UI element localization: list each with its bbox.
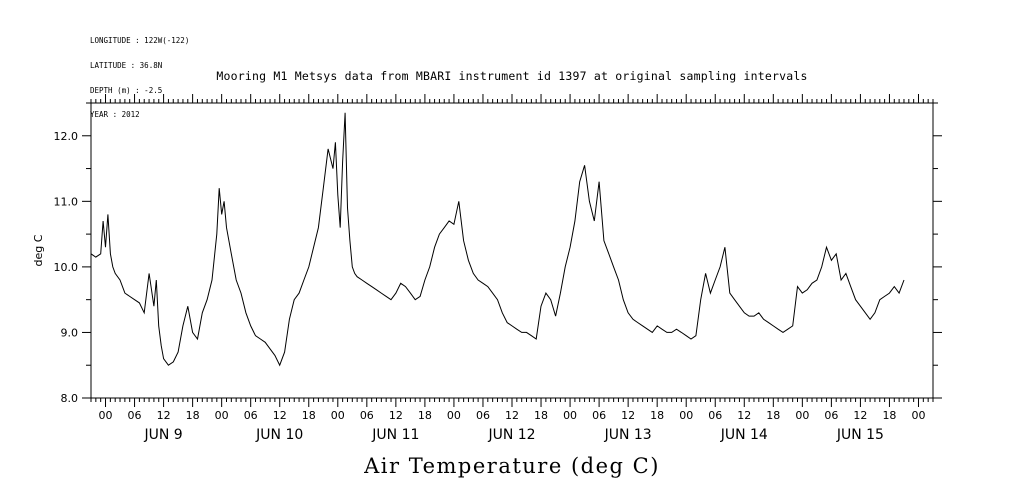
x-tick-label: 12: [853, 409, 867, 422]
x-tick-label: 00: [911, 409, 925, 422]
x-tick-label: 18: [302, 409, 316, 422]
plot-frame: [90, 102, 934, 399]
x-axis-caption: Air Temperature (deg C): [364, 454, 660, 478]
x-tick-label: 06: [708, 409, 722, 422]
x-tick-label: 06: [360, 409, 374, 422]
x-tick-label: 00: [99, 409, 113, 422]
chart-title: Mooring M1 Metsys data from MBARI instru…: [216, 69, 808, 83]
y-tick-label: 9.0: [61, 326, 79, 339]
x-tick-label: 18: [882, 409, 896, 422]
day-label: JUN 11: [371, 427, 419, 443]
metadata-block: LONGITUDE : 122W(-122) LATITUDE : 36.8N …: [90, 21, 189, 128]
day-label: JUN 15: [836, 427, 884, 443]
x-tick-label: 12: [621, 409, 635, 422]
x-tick-label: 12: [273, 409, 287, 422]
x-tick-label: 06: [244, 409, 258, 422]
x-tick-label: 00: [215, 409, 229, 422]
day-label: JUN 9: [143, 427, 182, 443]
x-tick-label: 18: [650, 409, 664, 422]
x-tick-label: 00: [331, 409, 345, 422]
longitude-label: LONGITUDE : 122W(-122): [90, 36, 190, 46]
x-tick-label: 18: [534, 409, 548, 422]
day-label: JUN 10: [255, 427, 303, 443]
day-label: JUN 12: [487, 427, 535, 443]
x-tick-label: 12: [389, 409, 403, 422]
y-tick-label: 12.0: [54, 130, 79, 143]
y-axis-label: deg C: [32, 234, 45, 266]
x-tick-label: 12: [737, 409, 751, 422]
x-tick-label: 18: [418, 409, 432, 422]
x-tick-label: 12: [157, 409, 171, 422]
x-tick-label: 00: [563, 409, 577, 422]
x-tick-label: 06: [128, 409, 142, 422]
day-label: JUN 14: [720, 427, 768, 443]
y-tick-label: 11.0: [54, 195, 79, 208]
x-tick-label: 06: [824, 409, 838, 422]
y-tick-label: 10.0: [54, 261, 79, 274]
x-tick-label: 06: [476, 409, 490, 422]
x-tick-label: 18: [766, 409, 780, 422]
x-tick-label: 00: [447, 409, 461, 422]
x-tick-label: 06: [592, 409, 606, 422]
depth-label: DEPTH (m) : -2.5: [90, 85, 163, 95]
x-tick-label: 12: [505, 409, 519, 422]
x-tick-label: 00: [679, 409, 693, 422]
x-tick-label: 00: [795, 409, 809, 422]
year-label: YEAR : 2012: [90, 110, 140, 120]
series-line: [90, 112, 905, 367]
day-label: JUN 13: [604, 427, 652, 443]
y-tick-label: 8.0: [61, 392, 79, 405]
x-tick-label: 18: [186, 409, 200, 422]
latitude-label: LATITUDE : 36.8N: [90, 61, 163, 70]
